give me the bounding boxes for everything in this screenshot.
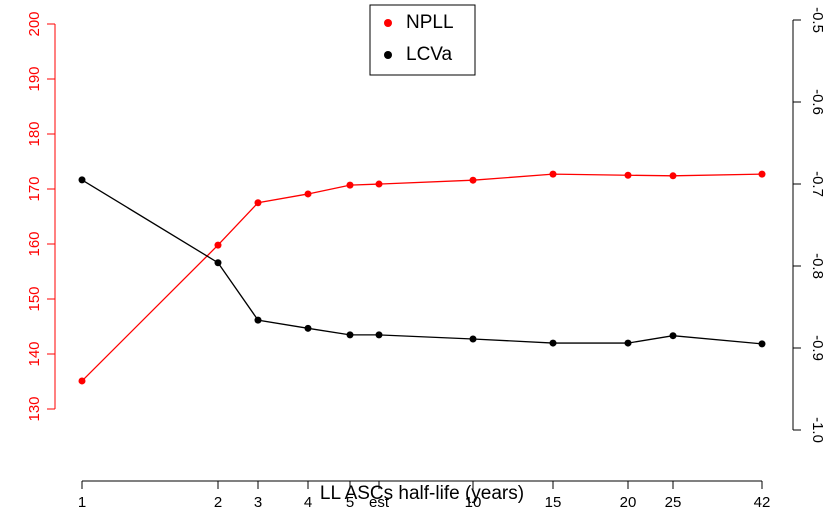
y2-tick-label: -0.7 <box>809 171 826 197</box>
y2-tick-label: -0.5 <box>809 7 826 33</box>
data-point <box>375 180 383 188</box>
data-point <box>254 316 262 324</box>
data-point <box>304 324 312 332</box>
y-tick-label: 180 <box>26 121 43 146</box>
x-tick-label: 2 <box>214 494 222 508</box>
y-tick-label: 190 <box>26 66 43 91</box>
data-point <box>78 176 86 184</box>
legend-box <box>369 4 476 76</box>
x-tick-label: 25 <box>665 494 682 508</box>
data-point <box>78 377 86 385</box>
data-point <box>549 170 557 178</box>
data-point <box>375 331 383 339</box>
legend-label: NPLL <box>406 12 454 33</box>
y-tick-label: 140 <box>26 341 43 366</box>
x-tick-label: est <box>369 494 390 508</box>
y2-tick-label: -0.6 <box>809 89 826 115</box>
series-line <box>81 179 763 345</box>
data-point <box>758 170 766 178</box>
legend-label: LCVa <box>406 44 453 65</box>
data-point <box>758 340 766 348</box>
y-tick-label: 160 <box>26 231 43 256</box>
data-point <box>254 199 262 207</box>
y-tick-label: 170 <box>26 176 43 201</box>
y-tick-label: 200 <box>26 11 43 36</box>
data-point <box>624 171 632 179</box>
data-point <box>346 331 354 339</box>
data-point <box>669 172 677 180</box>
x-tick-label: 10 <box>465 494 482 508</box>
data-point <box>346 181 354 189</box>
y-tick-label: 130 <box>26 396 43 421</box>
x-tick-label: 20 <box>620 494 637 508</box>
x-tick-label: 3 <box>254 494 262 508</box>
data-point <box>549 339 557 347</box>
legend-marker <box>384 51 392 59</box>
data-point <box>214 241 222 249</box>
y2-tick-label: -0.8 <box>809 253 826 279</box>
data-point <box>304 190 312 198</box>
x-tick-label: 1 <box>78 494 86 508</box>
data-point <box>669 332 677 340</box>
data-point <box>469 176 477 184</box>
legend-marker <box>384 19 392 27</box>
data-point <box>624 339 632 347</box>
series-line <box>81 173 763 382</box>
x-tick-label: 4 <box>304 494 312 508</box>
y2-tick-label: -0.9 <box>809 335 826 361</box>
y-tick-label: 150 <box>26 286 43 311</box>
data-point <box>214 259 222 267</box>
y2-tick-label: -1.0 <box>809 417 826 443</box>
x-tick-label: 42 <box>754 494 771 508</box>
data-point <box>469 335 477 343</box>
x-tick-label: 15 <box>545 494 562 508</box>
x-tick-label: 5 <box>346 494 354 508</box>
